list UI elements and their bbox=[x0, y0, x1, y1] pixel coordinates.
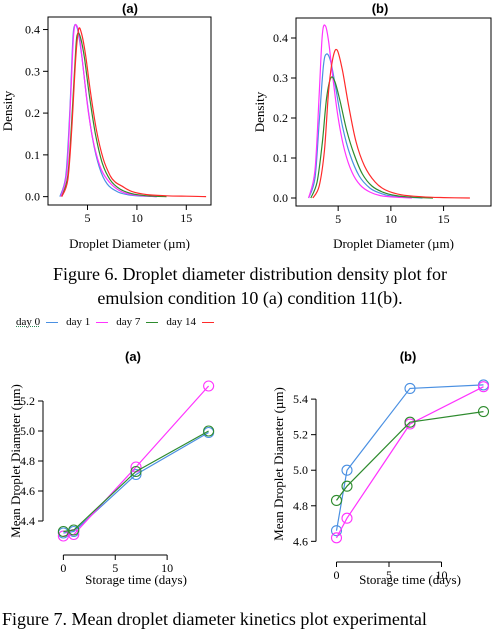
fig6b-x-tick-label: 5 bbox=[335, 212, 341, 226]
fig7b-series-day-0 bbox=[337, 385, 484, 531]
fig6b-series-day-7 bbox=[311, 77, 433, 198]
figure-7-caption: Figure 7. Mean droplet diameter kinetics… bbox=[2, 607, 500, 631]
fig7a-series-day-1 bbox=[63, 386, 208, 536]
fig7b-y-tick-label: 5.4 bbox=[293, 392, 308, 406]
legend-label-day-7: day 7 bbox=[116, 316, 140, 328]
legend-item-day-0: day 0 bbox=[16, 316, 58, 328]
fig7b-point-day-7 bbox=[332, 495, 342, 505]
fig6a-x-tick-label: 15 bbox=[180, 211, 192, 225]
fig7a-x-axis-label: Storage time (days) bbox=[85, 572, 187, 587]
fig6b-series-day-14 bbox=[313, 49, 470, 198]
figure-6-caption-line-2: emulsion condition 10 (a) condition 11(b… bbox=[0, 286, 500, 310]
legend-swatch-day-0 bbox=[46, 322, 58, 323]
fig7b-x-axis-label: Storage time (days) bbox=[359, 572, 461, 587]
fig6a-title: (a) bbox=[122, 1, 138, 16]
fig6b-y-tick-label: 0.1 bbox=[273, 151, 288, 165]
fig6b-x-tick-label: 15 bbox=[438, 212, 450, 226]
legend-swatch-day-14 bbox=[202, 322, 214, 323]
legend-swatch-day-1 bbox=[96, 322, 108, 323]
fig7a-chart: (a)0 5 104.44.64.85.05.2Storage time (days… bbox=[8, 349, 214, 587]
fig6b-y-axis-label: Density bbox=[252, 91, 267, 132]
fig6b-y-tick-label: 0.0 bbox=[273, 191, 288, 205]
fig7b-y-tick-label: 5.0 bbox=[293, 463, 308, 477]
fig7b-y-tick-label: 4.8 bbox=[293, 499, 308, 513]
legend-item-day-7: day 7 bbox=[116, 316, 158, 328]
legend-item-day-1: day 1 bbox=[66, 316, 108, 328]
legend-label-day-14: day 14 bbox=[166, 316, 196, 328]
fig6a-x-tick-label: 10 bbox=[131, 211, 143, 225]
fig7a-x-tick-label: 0 bbox=[60, 561, 66, 575]
legend-label-day-0: day 0 bbox=[16, 316, 40, 328]
fig6b-y-tick-label: 0.4 bbox=[273, 31, 288, 45]
fig7b-x-tick-label: 0 bbox=[334, 568, 340, 582]
fig6a-y-axis-label: Density bbox=[0, 90, 15, 131]
fig7b-y-axis-label: Mean Droplet Diameter (µm) bbox=[271, 387, 286, 541]
fig6a-y-tick-label: 0.0 bbox=[25, 190, 40, 204]
fig6b-y-tick-label: 0.3 bbox=[273, 71, 288, 85]
fig6a-y-tick-label: 0.1 bbox=[25, 148, 40, 162]
fig6a-chart: (a) 5 10 15 0.0 0.1 0.2 0.3 0.4 Droplet Diameter … bbox=[0, 1, 211, 251]
fig6a-x-tick-label: 5 bbox=[85, 211, 91, 225]
fig7b-title: (b) bbox=[400, 349, 417, 364]
fig6b-title: (b) bbox=[372, 1, 389, 16]
fig6b-chart: (b) 5 10 15 0.0 0.1 0.2 0.3 0.4 Droplet Diameter … bbox=[252, 1, 491, 251]
fig6b-x-tick-label: 10 bbox=[385, 212, 397, 226]
fig6b-series-day-1 bbox=[309, 25, 412, 198]
fig7b-y-tick-label: 4.6 bbox=[293, 534, 308, 548]
figure-6-caption: Figure 6. Droplet diameter distribution … bbox=[0, 262, 500, 310]
fig7b-chart: (b)0 5 104.64.85.05.25.4Storage time (days… bbox=[271, 349, 489, 587]
fig7a-title: (a) bbox=[125, 349, 141, 364]
fig6a-y-tick-label: 0.4 bbox=[25, 23, 40, 37]
legend-label-day-1: day 1 bbox=[66, 316, 90, 328]
fig6b-x-axis-label: Droplet Diameter (µm) bbox=[333, 236, 454, 251]
fig6a-y-tick-label: 0.2 bbox=[25, 106, 40, 120]
legend-swatch-day-7 bbox=[146, 322, 158, 323]
figure-6-legend: day 0 day 1 day 7 day 14 bbox=[16, 316, 214, 328]
fig6a-y-tick-label: 0.3 bbox=[25, 64, 40, 78]
fig7a-series-day-0 bbox=[63, 433, 208, 534]
fig6a-x-axis-label: Droplet Diameter (µm) bbox=[69, 236, 190, 251]
fig7a-point-day-1 bbox=[204, 381, 214, 391]
fig6b-y-tick-label: 0.2 bbox=[273, 111, 288, 125]
fig7b-series-day-1 bbox=[337, 387, 484, 538]
fig7b-y-tick-label: 5.2 bbox=[293, 428, 308, 442]
legend-item-day-14: day 14 bbox=[166, 316, 214, 328]
fig7a-series-day-7 bbox=[63, 431, 208, 532]
fig7a-y-axis-label: Mean Droplet Diameter (µm) bbox=[8, 384, 23, 538]
fig6a-series-day-7 bbox=[62, 33, 167, 197]
figure-6-caption-line-1: Figure 6. Droplet diameter distribution … bbox=[0, 262, 500, 286]
